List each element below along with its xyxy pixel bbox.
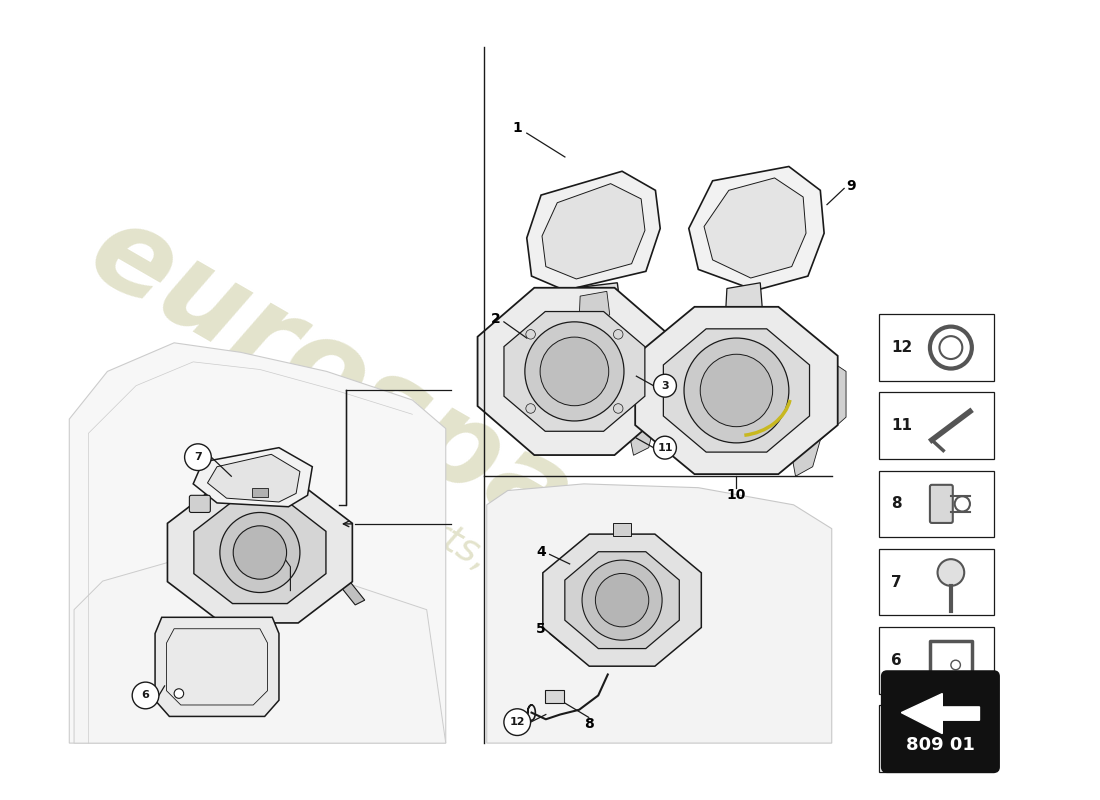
Text: 7: 7 bbox=[194, 452, 201, 462]
Text: 11: 11 bbox=[657, 442, 673, 453]
Polygon shape bbox=[486, 484, 832, 743]
Polygon shape bbox=[527, 171, 660, 290]
Text: 809 01: 809 01 bbox=[906, 736, 975, 754]
Polygon shape bbox=[74, 562, 446, 743]
Circle shape bbox=[595, 574, 649, 627]
Polygon shape bbox=[564, 552, 680, 649]
Polygon shape bbox=[566, 282, 623, 336]
Text: 11: 11 bbox=[891, 418, 912, 434]
Polygon shape bbox=[790, 354, 846, 476]
Polygon shape bbox=[704, 178, 806, 278]
Circle shape bbox=[653, 436, 676, 459]
Circle shape bbox=[950, 660, 960, 670]
FancyBboxPatch shape bbox=[544, 690, 564, 703]
Circle shape bbox=[504, 709, 530, 735]
Text: 1: 1 bbox=[513, 122, 522, 135]
Text: 4: 4 bbox=[536, 546, 546, 559]
Polygon shape bbox=[504, 311, 645, 431]
Circle shape bbox=[955, 496, 970, 511]
Circle shape bbox=[614, 404, 623, 414]
Polygon shape bbox=[580, 291, 609, 326]
FancyBboxPatch shape bbox=[879, 627, 993, 694]
Circle shape bbox=[939, 336, 962, 359]
Circle shape bbox=[701, 354, 772, 426]
Text: 10: 10 bbox=[727, 488, 746, 502]
Circle shape bbox=[220, 513, 300, 593]
Polygon shape bbox=[635, 307, 838, 474]
FancyBboxPatch shape bbox=[879, 392, 993, 459]
Text: 5: 5 bbox=[536, 622, 546, 636]
Text: 2: 2 bbox=[491, 312, 501, 326]
Text: 7: 7 bbox=[891, 574, 902, 590]
Text: 6: 6 bbox=[142, 690, 150, 701]
FancyBboxPatch shape bbox=[879, 470, 993, 538]
Text: 3: 3 bbox=[661, 381, 669, 390]
Polygon shape bbox=[194, 502, 326, 603]
Text: 6: 6 bbox=[891, 653, 902, 668]
Text: 8: 8 bbox=[584, 717, 594, 731]
Polygon shape bbox=[901, 694, 979, 734]
Polygon shape bbox=[542, 534, 702, 666]
Circle shape bbox=[525, 322, 624, 421]
Polygon shape bbox=[69, 343, 446, 743]
Polygon shape bbox=[167, 482, 352, 623]
Circle shape bbox=[132, 682, 158, 709]
Polygon shape bbox=[629, 338, 680, 455]
Polygon shape bbox=[689, 166, 824, 290]
Circle shape bbox=[185, 444, 211, 470]
Circle shape bbox=[684, 338, 789, 443]
Circle shape bbox=[937, 559, 965, 586]
Polygon shape bbox=[477, 288, 671, 455]
Circle shape bbox=[526, 330, 536, 339]
Polygon shape bbox=[194, 448, 312, 506]
Polygon shape bbox=[337, 576, 365, 605]
Circle shape bbox=[582, 560, 662, 640]
FancyBboxPatch shape bbox=[879, 549, 993, 615]
Polygon shape bbox=[208, 454, 300, 502]
Text: a passion for parts, since 1984: a passion for parts, since 1984 bbox=[153, 358, 691, 690]
Text: 12: 12 bbox=[509, 717, 525, 727]
Circle shape bbox=[653, 374, 676, 397]
Polygon shape bbox=[155, 618, 279, 717]
FancyBboxPatch shape bbox=[614, 523, 630, 536]
FancyBboxPatch shape bbox=[882, 672, 999, 772]
Circle shape bbox=[174, 689, 184, 698]
Polygon shape bbox=[663, 329, 810, 452]
Circle shape bbox=[614, 330, 623, 339]
FancyBboxPatch shape bbox=[189, 495, 210, 513]
FancyBboxPatch shape bbox=[252, 488, 267, 498]
Polygon shape bbox=[725, 282, 763, 335]
Text: 12: 12 bbox=[891, 340, 912, 355]
FancyBboxPatch shape bbox=[879, 705, 993, 772]
Text: 8: 8 bbox=[891, 496, 902, 511]
Text: eurospares: eurospares bbox=[70, 192, 773, 665]
Text: 9: 9 bbox=[846, 178, 856, 193]
Text: 3: 3 bbox=[891, 731, 902, 746]
Circle shape bbox=[233, 526, 287, 579]
Circle shape bbox=[540, 337, 608, 406]
Circle shape bbox=[526, 404, 536, 414]
Polygon shape bbox=[542, 184, 645, 279]
FancyBboxPatch shape bbox=[930, 485, 953, 523]
FancyBboxPatch shape bbox=[879, 314, 993, 381]
